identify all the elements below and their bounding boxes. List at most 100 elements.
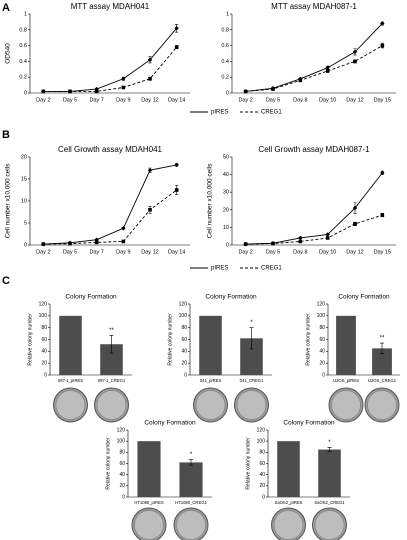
error-bar — [380, 342, 384, 354]
marker — [121, 226, 126, 231]
dish-inner — [176, 510, 206, 540]
x-tick-label: HT1080_pIRES — [134, 500, 164, 505]
marker — [325, 232, 330, 237]
y-tick-label: 0.8 — [221, 27, 229, 33]
y-tick-label: 100 — [179, 313, 188, 319]
x-tick-label: Day 5 — [63, 249, 77, 255]
y-tick-label: 20 — [21, 154, 27, 160]
marker — [148, 208, 152, 212]
y-tick-label: 0 — [44, 372, 47, 378]
y-axis-label: Relative colony number — [27, 313, 33, 366]
y-tick-label: 80 — [119, 450, 125, 456]
marker — [94, 240, 99, 245]
y-tick-label: 0.6 — [221, 43, 229, 49]
marker — [352, 205, 358, 211]
y-tick-label: 80 — [259, 450, 265, 456]
y-tick-label: 100 — [39, 313, 48, 319]
marker — [68, 241, 72, 246]
x-tick-label: Day 10 — [319, 249, 336, 255]
y-tick-label: 0 — [184, 372, 187, 378]
x-tick-label: Day 2 — [36, 249, 50, 255]
marker — [298, 239, 303, 244]
x-tick-label: Day 12 — [346, 97, 363, 103]
marker — [174, 188, 179, 192]
x-tick-label: Day 2 — [238, 97, 252, 103]
y-tick-label: 0.8 — [19, 27, 27, 33]
marker — [94, 89, 99, 94]
y-tick-label: 0 — [322, 372, 325, 378]
x-tick-label: Day 14 — [168, 97, 185, 103]
x-tick-label: Day 14 — [168, 249, 185, 255]
y-tick-label: 0 — [262, 494, 265, 500]
y-tick-label: 60 — [41, 337, 47, 343]
x-tick-label: 087-1_CREG1 — [98, 378, 126, 383]
bar — [100, 344, 123, 375]
marker — [298, 78, 303, 83]
y-tick-label: 40 — [259, 472, 265, 478]
y-tick-label: 0.2 — [19, 75, 27, 81]
significance: * — [328, 440, 331, 446]
y-tick-label: 0.6 — [19, 43, 27, 49]
y-tick-label: 120 — [39, 301, 48, 307]
marker — [121, 76, 126, 81]
significance: ** — [380, 336, 385, 342]
y-tick-label: 120 — [257, 427, 266, 433]
y-tick-label: 0 — [24, 90, 27, 96]
y-tick-label: 20 — [223, 207, 229, 213]
series-line — [245, 214, 383, 245]
chart-title: Cell Growth assay MDAH041 — [58, 145, 163, 154]
x-tick-label: Day 12 — [346, 249, 363, 255]
marker — [243, 89, 248, 94]
y-tick-label: 80 — [41, 325, 47, 331]
x-tick-label: Day 8 — [293, 249, 307, 255]
y-tick-label: 0 — [24, 242, 27, 248]
chart-title: Colony Formation — [65, 294, 117, 301]
y-tick-label: 100 — [317, 313, 326, 319]
chart-title: Colony Formation — [205, 294, 257, 301]
x-tick-label: Day 12 — [141, 249, 158, 255]
y-tick-label: 20 — [41, 360, 47, 366]
y-tick-label: 0.2 — [221, 75, 229, 81]
y-tick-label: 0 — [226, 242, 229, 248]
series-line — [43, 46, 178, 92]
dish-inner — [314, 510, 345, 540]
marker — [174, 45, 179, 49]
chart-title: MTT assay MDAH041 — [71, 2, 150, 11]
y-axis-label: Relative colony number — [105, 437, 111, 490]
marker — [352, 49, 358, 55]
dish-inner — [96, 390, 127, 420]
x-tick-label: Day 15 — [374, 249, 391, 255]
y-tick-label: 1 — [24, 11, 27, 17]
dish-inner — [273, 510, 304, 540]
x-tick-label: Day 2 — [238, 249, 252, 255]
x-tick-label: Day 8 — [293, 97, 307, 103]
significance: * — [190, 452, 193, 458]
marker — [94, 237, 99, 242]
x-tick-label: Day 2 — [36, 97, 50, 103]
y-axis-label: Relative colony number — [245, 437, 251, 490]
dish-inner — [55, 390, 86, 420]
y-tick-label: 20 — [259, 483, 265, 489]
dish-inner — [195, 390, 226, 420]
bar — [240, 338, 263, 375]
dish-inner — [236, 390, 267, 420]
bar — [179, 462, 203, 497]
panel-label: C — [2, 275, 10, 287]
marker — [353, 222, 357, 226]
error-bar — [109, 335, 114, 354]
y-axis-label: Relative colony number — [167, 313, 173, 366]
y-tick-label: 60 — [119, 461, 125, 467]
marker — [121, 85, 126, 90]
x-tick-label: Day 15 — [374, 97, 391, 103]
marker — [174, 26, 179, 31]
marker — [325, 69, 330, 73]
y-tick-label: 120 — [179, 301, 188, 307]
bar — [372, 348, 392, 375]
y-tick-label: 50 — [223, 154, 229, 160]
dish-inner — [331, 390, 361, 420]
y-tick-label: 20 — [181, 360, 187, 366]
y-tick-label: 40 — [223, 172, 229, 178]
x-tick-label: U2OS_pIRES — [333, 378, 359, 383]
legend-label: CREG1 — [261, 266, 282, 272]
